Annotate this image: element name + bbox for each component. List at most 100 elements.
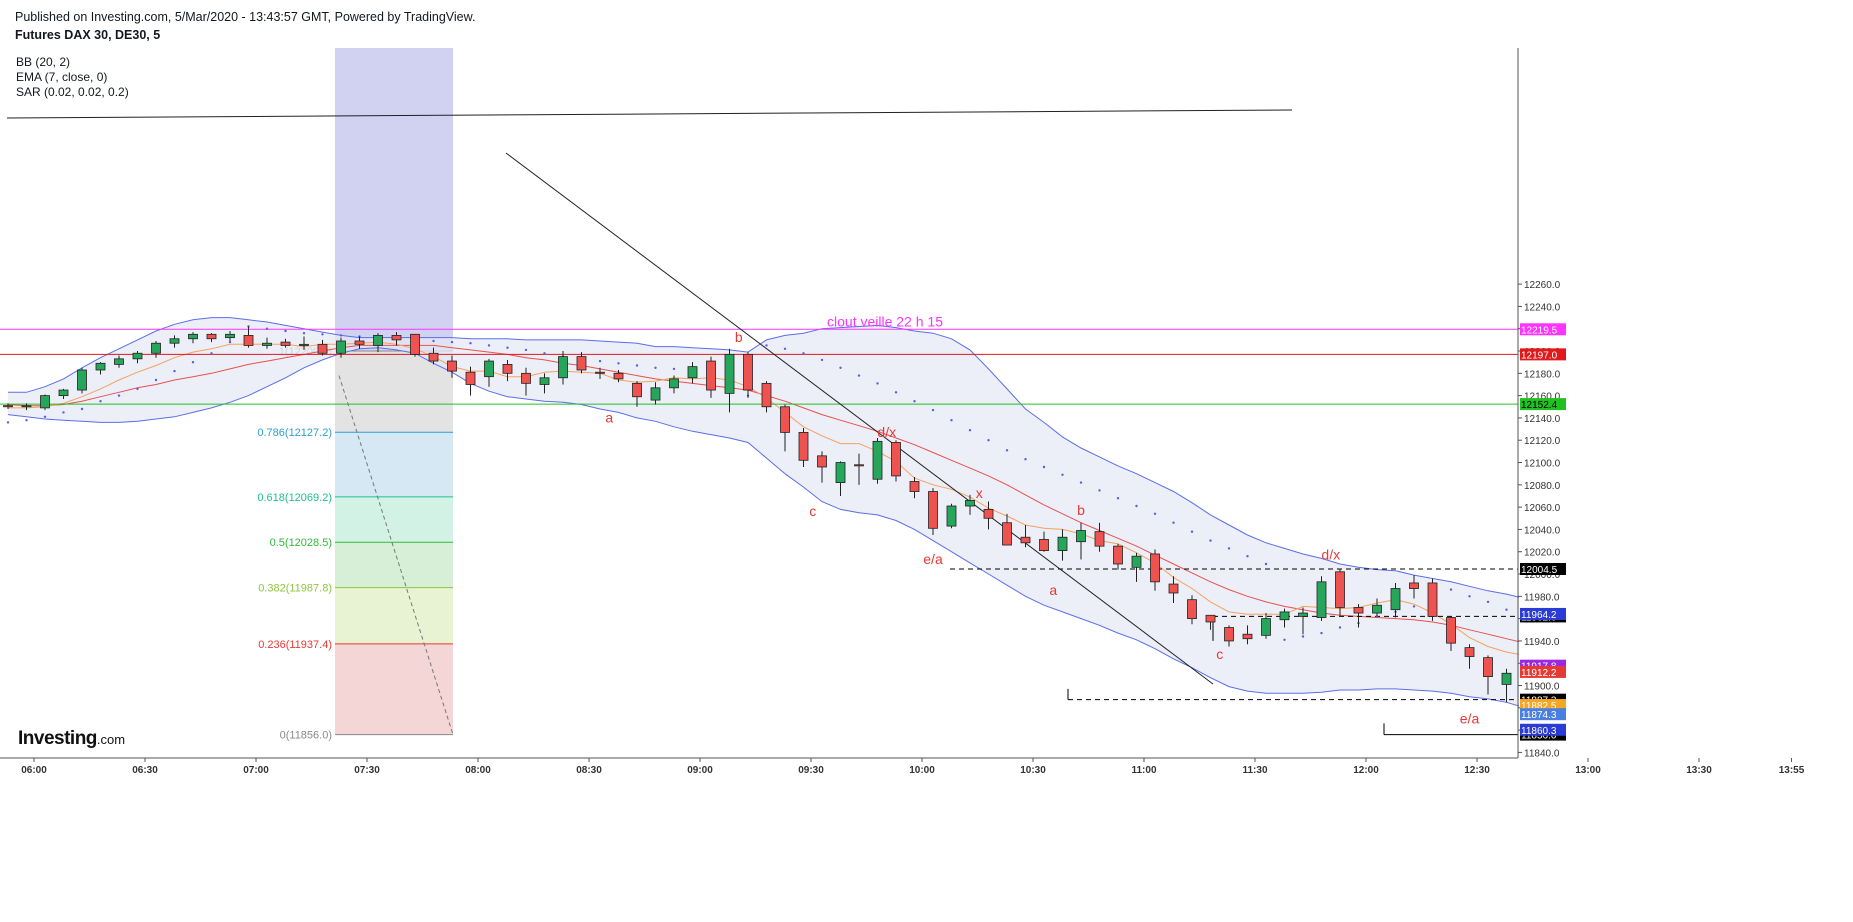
candle-body — [1039, 539, 1049, 552]
candle — [206, 333, 217, 343]
x-tick-label: 06:00 — [21, 765, 47, 776]
y-tick-label: 12260.0 — [1524, 280, 1561, 291]
candle — [1261, 613, 1271, 639]
fib-level-label: 0.236(11937.4) — [258, 639, 332, 651]
candle-body — [21, 405, 32, 408]
candle — [743, 352, 753, 398]
sar-dot — [1338, 626, 1342, 629]
sar-dot — [765, 344, 768, 347]
price-level-tag: 12004.5 — [1521, 565, 1558, 576]
sar-dot — [62, 411, 65, 414]
candle-body — [502, 364, 513, 374]
candle-body — [410, 333, 420, 355]
candle-body — [169, 338, 180, 344]
indicator-tag-bg — [1520, 708, 1566, 721]
candle-body — [706, 360, 716, 391]
y-tick-label: 12040.0 — [1524, 525, 1561, 536]
candle-body — [373, 335, 383, 346]
sar-dot — [210, 352, 213, 355]
sar-dot — [302, 332, 306, 335]
sar-dot — [950, 419, 953, 422]
candle — [1298, 607, 1308, 635]
y-tick-label: 12120.0 — [1524, 436, 1561, 447]
candle — [1187, 595, 1197, 625]
wave-label: d/x — [877, 424, 896, 440]
candle — [410, 333, 420, 357]
sar-dot — [1246, 555, 1249, 558]
candle — [465, 366, 476, 396]
candle — [317, 339, 328, 356]
candle — [1335, 568, 1345, 617]
sar-dot — [1209, 539, 1212, 542]
candle-body — [225, 333, 235, 339]
indicator-ema[interactable]: EMA (7, close, 0) — [16, 70, 108, 84]
fib-zone — [335, 643, 453, 735]
candle — [1076, 522, 1086, 560]
candle — [965, 494, 975, 515]
y-tick-label: 12240.0 — [1524, 302, 1561, 313]
candle-body — [1409, 582, 1419, 589]
x-tick-label: 09:00 — [687, 765, 713, 776]
candle — [169, 335, 180, 348]
wave-label: e/a — [923, 551, 943, 567]
sar-dot — [80, 407, 84, 411]
candle-body — [983, 508, 994, 519]
fib-level-label: 0.5(12028.5) — [270, 537, 332, 549]
sar-dot — [1227, 547, 1231, 550]
sar-dot — [1486, 600, 1490, 604]
candle-body — [114, 358, 124, 365]
sar-dot — [802, 352, 805, 355]
candle-body — [280, 341, 291, 346]
candle — [558, 351, 568, 385]
candle-body — [58, 389, 69, 397]
price-level-tag-bg — [1520, 563, 1566, 576]
candle-body — [1094, 531, 1105, 547]
candle — [114, 355, 124, 368]
candle-body — [909, 481, 920, 492]
indicator-bb[interactable]: BB (20, 2) — [16, 55, 71, 69]
y-tick-label: 12080.0 — [1524, 481, 1561, 492]
candle — [835, 461, 846, 496]
investing-logo: Investing.com — [18, 728, 125, 750]
wave-label: c — [1216, 646, 1223, 662]
candle-body — [77, 369, 87, 391]
candle — [391, 332, 402, 346]
sar-dot — [1172, 521, 1175, 524]
sar-dot — [321, 333, 324, 336]
sar-dot — [1079, 481, 1083, 484]
candle — [373, 333, 383, 353]
candle — [262, 337, 272, 349]
candle — [77, 367, 87, 394]
price-level-tag-bg — [1520, 348, 1566, 361]
candle-body — [262, 342, 272, 346]
candle — [1464, 644, 1475, 669]
wave-label: d/x — [1321, 547, 1340, 563]
candle-body — [928, 491, 938, 529]
candle-body — [391, 335, 402, 341]
candle — [872, 437, 883, 484]
candle — [1094, 522, 1105, 552]
candle-body — [1002, 522, 1012, 546]
down-trend-line — [505, 152, 1214, 685]
indicator-tag: 11874.3 — [1521, 710, 1557, 721]
candle — [336, 337, 346, 358]
y-tick-label: 12000.0 — [1524, 570, 1561, 581]
candle — [1242, 625, 1253, 645]
indicator-sar[interactable]: SAR (0.02, 0.02, 0.2) — [16, 85, 129, 99]
y-tick-label: 11940.0 — [1524, 637, 1560, 648]
y-tick-label: 12160.0 — [1524, 392, 1561, 403]
fib-top-zone — [335, 48, 453, 352]
candle-body — [613, 372, 624, 380]
candle — [854, 453, 864, 485]
symbol-title: Futures DAX 30, DE30, 5 — [15, 28, 161, 42]
candle — [225, 330, 235, 341]
candle — [687, 362, 698, 384]
candle-body — [484, 360, 494, 378]
candle-body — [206, 333, 217, 340]
candle — [1168, 576, 1179, 604]
candle — [613, 369, 624, 383]
candle-body — [650, 387, 661, 401]
candle — [1205, 614, 1216, 630]
candle-body — [299, 343, 309, 346]
